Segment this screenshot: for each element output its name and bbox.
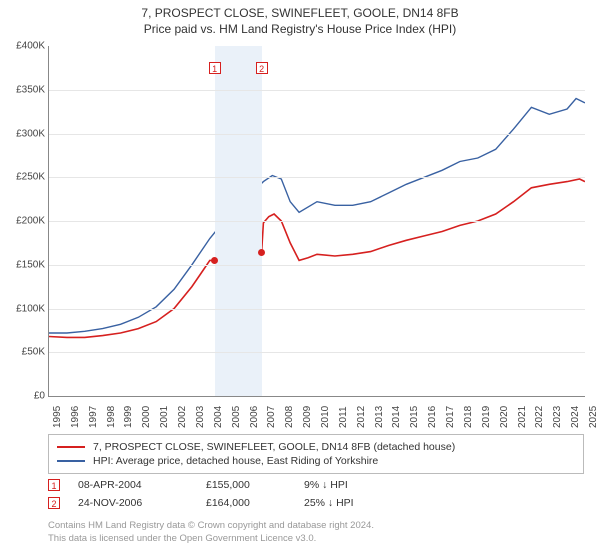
legend-swatch	[57, 460, 85, 462]
sale-row: 2 24-NOV-2006 £164,000 25% ↓ HPI	[48, 494, 584, 512]
x-axis-label: 2000	[141, 406, 152, 428]
y-axis-label: £50K	[3, 347, 45, 358]
x-axis-label: 2008	[284, 406, 295, 428]
x-axis-label: 2016	[427, 406, 438, 428]
y-axis-label: £250K	[3, 172, 45, 183]
y-axis-label: £400K	[3, 41, 45, 52]
sale-number-box: 1	[48, 479, 60, 491]
x-axis-label: 2005	[231, 406, 242, 428]
legend-label: HPI: Average price, detached house, East…	[93, 455, 378, 467]
sale-hpi-delta: 9% ↓ HPI	[304, 479, 348, 491]
sale-marker-dot	[211, 257, 218, 264]
y-axis-label: £100K	[3, 303, 45, 314]
sale-number-box: 2	[48, 497, 60, 509]
x-axis-label: 1996	[70, 406, 81, 428]
x-axis-label: 2017	[445, 406, 456, 428]
gridline-h	[49, 134, 585, 135]
legend-swatch	[57, 446, 85, 448]
sale-row: 1 08-APR-2004 £155,000 9% ↓ HPI	[48, 476, 584, 494]
gridline-h	[49, 90, 585, 91]
gridline-h	[49, 265, 585, 266]
x-axis-label: 2011	[338, 406, 349, 428]
sale-marker-box: 1	[209, 62, 221, 74]
x-axis-label: 2019	[481, 406, 492, 428]
x-axis-label: 2024	[570, 406, 581, 428]
copyright-line2: This data is licensed under the Open Gov…	[48, 533, 584, 546]
x-axis-label: 2012	[356, 406, 367, 428]
x-axis-label: 2023	[552, 406, 563, 428]
sale-date: 24-NOV-2006	[78, 497, 188, 509]
y-axis-label: £300K	[3, 128, 45, 139]
x-axis-label: 2015	[409, 406, 420, 428]
legend-item: 7, PROSPECT CLOSE, SWINEFLEET, GOOLE, DN…	[57, 440, 575, 454]
x-axis-label: 2002	[177, 406, 188, 428]
x-axis-label: 2018	[463, 406, 474, 428]
y-axis-label: £350K	[3, 84, 45, 95]
gridline-h	[49, 352, 585, 353]
gridline-h	[49, 221, 585, 222]
y-axis-label: £200K	[3, 216, 45, 227]
sale-price: £164,000	[206, 497, 286, 509]
chart-title-address: 7, PROSPECT CLOSE, SWINEFLEET, GOOLE, DN…	[0, 6, 600, 20]
sale-price: £155,000	[206, 479, 286, 491]
x-axis-label: 2014	[391, 406, 402, 428]
x-axis-label: 2021	[517, 406, 528, 428]
gridline-h	[49, 177, 585, 178]
y-axis-label: £0	[3, 391, 45, 402]
x-axis-label: 1998	[106, 406, 117, 428]
x-axis-label: 2004	[213, 406, 224, 428]
x-axis-label: 1999	[123, 406, 134, 428]
legend-label: 7, PROSPECT CLOSE, SWINEFLEET, GOOLE, DN…	[93, 441, 455, 453]
x-axis-label: 2013	[374, 406, 385, 428]
copyright-line1: Contains HM Land Registry data © Crown c…	[48, 520, 584, 533]
copyright-text: Contains HM Land Registry data © Crown c…	[48, 520, 584, 546]
sale-marker-box: 2	[256, 62, 268, 74]
x-axis-label: 2001	[159, 406, 170, 428]
legend: 7, PROSPECT CLOSE, SWINEFLEET, GOOLE, DN…	[48, 434, 584, 474]
plot-box: £0£50K£100K£150K£200K£250K£300K£350K£400…	[48, 46, 585, 397]
x-axis-label: 2009	[302, 406, 313, 428]
series-price_paid	[49, 179, 585, 337]
chart-title-subtitle: Price paid vs. HM Land Registry's House …	[0, 22, 600, 36]
y-axis-label: £150K	[3, 259, 45, 270]
sales-table: 1 08-APR-2004 £155,000 9% ↓ HPI 2 24-NOV-2006…	[48, 476, 584, 512]
x-axis-label: 2025	[588, 406, 599, 428]
chart-container: 7, PROSPECT CLOSE, SWINEFLEET, GOOLE, DN…	[0, 0, 600, 560]
x-axis-label: 2010	[320, 406, 331, 428]
x-axis-label: 2020	[499, 406, 510, 428]
chart-plot-area: £0£50K£100K£150K£200K£250K£300K£350K£400…	[48, 46, 584, 396]
sale-date: 08-APR-2004	[78, 479, 188, 491]
x-axis-label: 2007	[266, 406, 277, 428]
x-axis-label: 2006	[249, 406, 260, 428]
x-axis-label: 2003	[195, 406, 206, 428]
legend-item: HPI: Average price, detached house, East…	[57, 454, 575, 468]
gridline-h	[49, 309, 585, 310]
sale-hpi-delta: 25% ↓ HPI	[304, 497, 354, 509]
x-axis-label: 1995	[52, 406, 63, 428]
chart-titles: 7, PROSPECT CLOSE, SWINEFLEET, GOOLE, DN…	[0, 0, 600, 36]
x-axis-label: 2022	[534, 406, 545, 428]
x-axis-label: 1997	[88, 406, 99, 428]
